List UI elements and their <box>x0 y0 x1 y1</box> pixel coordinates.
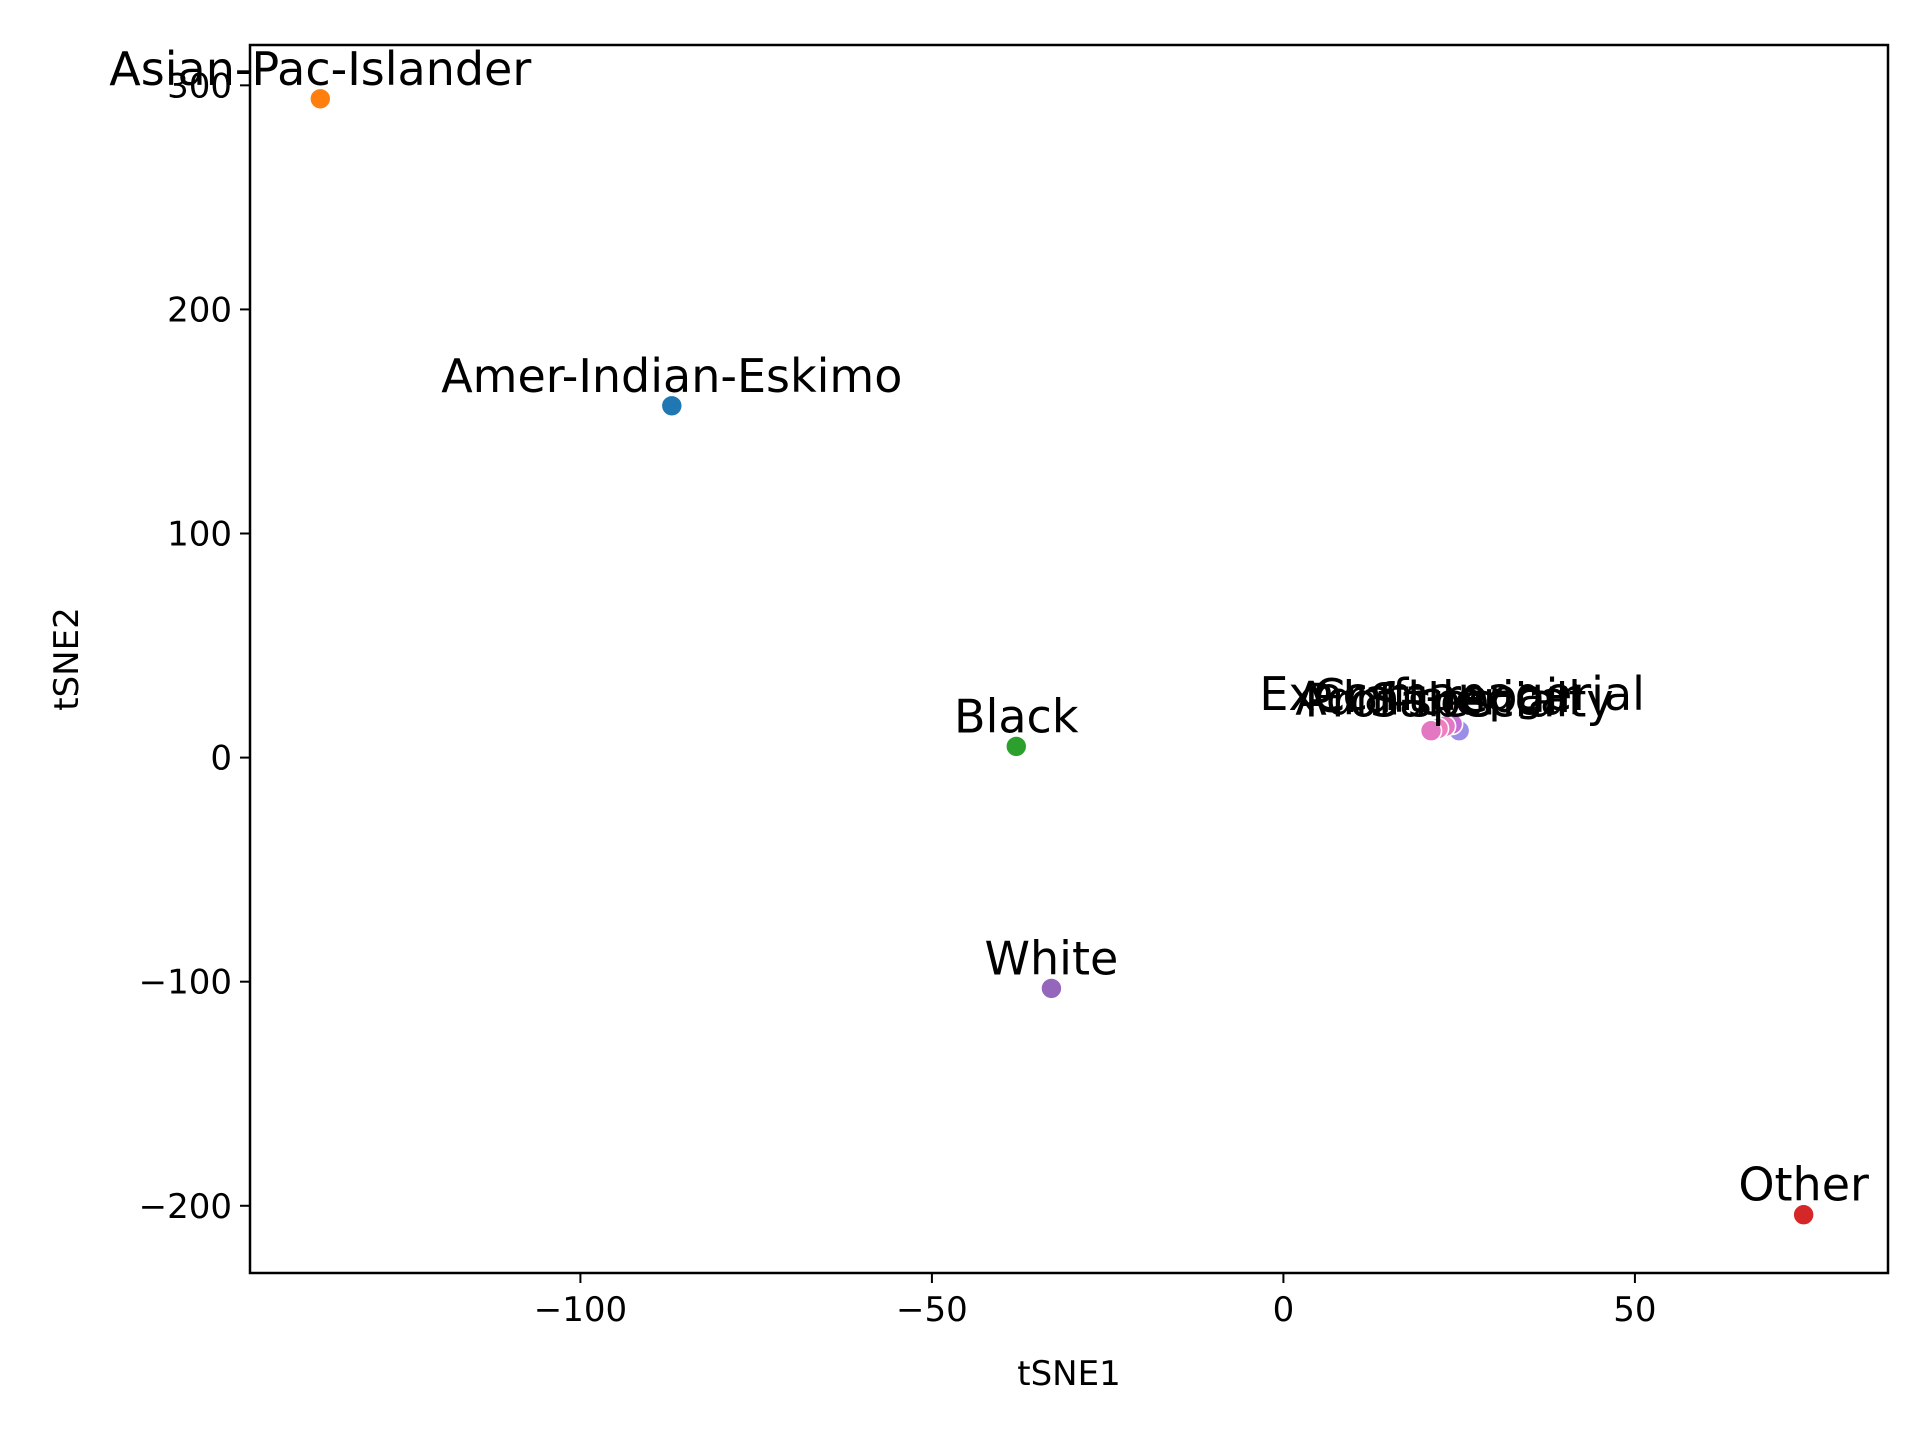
data-point <box>1040 977 1063 1000</box>
point-labels: Asian-Pac-Islander Amer-Indian-Eskimo Blac… <box>109 42 1869 1212</box>
data-point <box>1004 735 1028 758</box>
y-axis-label: tSNE2 <box>47 607 87 710</box>
y-tick-label: 100 <box>167 515 232 555</box>
data-point-label: Sales <box>1370 674 1492 728</box>
x-axis-label: tSNE1 <box>1017 1354 1120 1394</box>
data-point <box>1419 719 1443 743</box>
x-tick-label: 0 <box>1273 1290 1295 1330</box>
data-point-label: Prof-specialty <box>1305 674 1614 728</box>
data-point-label: White <box>985 931 1119 985</box>
y-tick-label: 300 <box>167 66 232 106</box>
data-point-label: Other <box>1738 1158 1869 1212</box>
x-tick-label: −100 <box>534 1290 627 1330</box>
y-tick-label: −100 <box>139 963 232 1003</box>
data-point-label: Exec-managerial <box>1259 667 1645 721</box>
data-point-label: Black <box>954 689 1079 743</box>
data-point-label: Adm-clerical <box>1295 671 1581 725</box>
data-point-label: Craft-repair <box>1313 669 1578 723</box>
data-point <box>660 394 684 418</box>
y-tick-label: −200 <box>139 1187 232 1227</box>
data-point-label: Amer-Indian-Eskimo <box>441 349 902 403</box>
data-point <box>309 87 332 111</box>
axis-ticks: −100 −50 0 50 −200 −100 0 100 200 300 <box>139 66 1657 1330</box>
data-point <box>1792 1203 1815 1227</box>
x-tick-label: 50 <box>1613 1290 1656 1330</box>
plot-area-frame <box>248 43 1890 1275</box>
y-tick-label: 200 <box>167 290 232 330</box>
data-point-label: Asian-Pac-Islander <box>109 42 531 96</box>
data-points <box>309 87 1815 1227</box>
x-tick-label: −50 <box>896 1290 968 1330</box>
y-tick-label: 0 <box>210 739 232 779</box>
